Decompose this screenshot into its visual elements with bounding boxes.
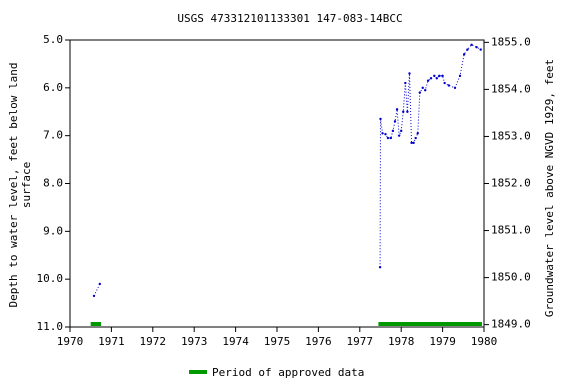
x-tick-label: 1970 [57,335,84,348]
y2-tick-label: 1853.0 [491,129,531,142]
data-point [389,136,393,140]
y2-tick-label: 1852.0 [491,177,531,190]
data-point [458,74,462,78]
y2-tick-label: 1849.0 [491,318,531,331]
x-tick-label: 1973 [181,335,208,348]
data-point [453,86,457,90]
y-tick-label: 5.0 [43,33,63,46]
data-point [438,74,441,78]
y-tick-label: 8.0 [43,177,63,190]
x-tick-label: 1979 [429,335,456,348]
x-tick-label: 1980 [471,335,498,348]
data-point [412,141,415,145]
x-tick-label: 1971 [98,335,125,348]
legend-label: Period of approved data [212,366,364,379]
data-point [416,132,419,135]
data-point [410,141,413,145]
y2-tick-label: 1854.0 [491,82,531,95]
data-point [414,136,417,140]
data-point [381,132,384,135]
x-tick-label: 1977 [347,335,374,348]
data-point [391,129,395,133]
data-point [418,91,422,94]
plot-frame [69,39,485,328]
data-point [98,282,102,286]
data-point [92,294,96,298]
data-point [404,81,407,85]
data-point [406,110,409,113]
data-point [462,53,466,56]
series-line [93,44,481,297]
y-tick-label: 7.0 [43,129,63,142]
data-point [443,81,446,85]
approved-period [90,322,102,326]
data-point [402,110,405,113]
data-point [384,133,387,136]
data-point [378,266,382,269]
x-tick-label: 1975 [264,335,291,348]
y-axis-label: surface [20,162,33,208]
y2-tick-label: 1851.0 [491,224,531,237]
x-tick-label: 1978 [388,335,415,348]
y2-tick-label: 1855.0 [491,35,531,48]
y-tick-label: 6.0 [43,81,63,94]
y2-tick-label: 1850.0 [491,271,531,284]
data-point [435,77,439,80]
data-point [479,48,482,51]
data-point [424,89,427,92]
data-point [475,45,478,49]
data-point [429,77,433,80]
data-point [386,136,390,140]
x-tick-label: 1976 [305,335,332,348]
data-point [433,74,436,78]
y2-axis-label: Groundwater level above NGVD 1929, feet [543,59,556,317]
data-point [466,48,469,51]
y-tick-label: 10.0 [37,272,64,285]
data-point [470,43,473,46]
data-point [421,86,424,90]
y-tick-label: 9.0 [43,224,63,237]
y-axis-label: Depth to water level, feet below land [7,62,20,307]
x-tick-label: 1972 [140,335,167,348]
y-tick-label: 11.0 [37,320,64,333]
data-point [393,120,397,123]
data-point [379,117,382,121]
data-point [400,129,403,133]
data-point [447,84,451,87]
data-point [426,79,430,82]
data-point [397,134,401,137]
approved-period [378,322,482,326]
data-point [408,72,411,75]
x-tick-label: 1974 [222,335,249,348]
data-point [395,108,399,111]
chart-title: USGS 473312101133301 147-083-14BCC [177,12,402,25]
data-point [441,74,444,78]
